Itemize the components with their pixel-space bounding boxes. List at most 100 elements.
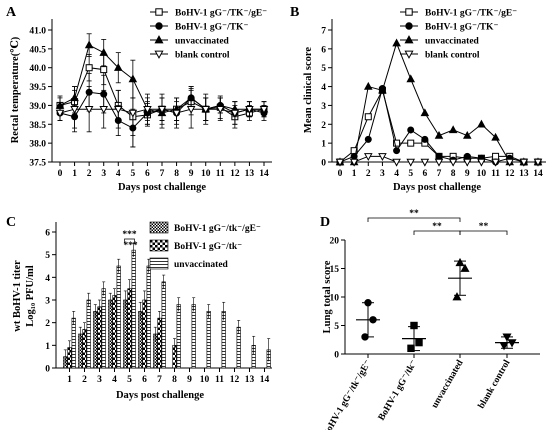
bar (71, 317, 76, 369)
panel-a-legend: BoHV-1 gG⁻/TK⁻/gE⁻ BoHV-1 gG⁻/TK⁻ unvaccin… (150, 8, 267, 61)
bar (112, 295, 117, 369)
x-tick-label: 5 (408, 169, 413, 179)
data-point (363, 153, 373, 161)
y-tick-label: 6 (45, 229, 50, 239)
significance-stars: ** (479, 222, 489, 232)
data-point (448, 158, 458, 167)
y-tick-label: 38.0 (29, 140, 46, 150)
y-tick-label: 5 (45, 251, 50, 261)
panel-c-legend: BoHV-1 gG⁻/tk⁻/gE⁻ BoHV-1 gG⁻/tk⁻ unvaccin… (149, 221, 261, 270)
x-tick-label: 12 (230, 169, 240, 179)
bar (131, 249, 136, 369)
data-point (99, 106, 109, 114)
bar (157, 317, 162, 369)
x-tick-label: 13 (519, 169, 529, 179)
significance-bracket (124, 238, 135, 243)
x-tick-label: 1 (352, 169, 357, 179)
x-tick-label: 7 (160, 169, 165, 179)
panel-c-letter: C (6, 215, 16, 230)
panel-a-x-ticks: 0 1 2 3 4 5 6 7 8 9 10 11 12 13 14 (58, 162, 269, 179)
x-tick-label: 6 (422, 169, 427, 179)
data-point (392, 38, 401, 47)
data-point (492, 152, 500, 160)
data-point (421, 135, 429, 143)
x-tick-label: 11 (215, 375, 224, 385)
x-tick-label: 3 (97, 375, 102, 385)
data-point (113, 63, 123, 71)
legend-marker (405, 8, 413, 16)
data-point (505, 158, 515, 167)
x-tick-label: blank control (477, 358, 513, 410)
x-tick-label: 8 (451, 169, 456, 179)
x-tick-label: 6 (142, 375, 147, 385)
bar (161, 281, 166, 369)
y-tick-label: 2 (45, 319, 50, 329)
legend-marker (155, 22, 163, 30)
series-3 (55, 78, 269, 148)
x-tick-label: 3 (101, 169, 106, 179)
y-tick-label: 4 (45, 274, 50, 284)
panel-c-x-axis-title: Days post challenge (116, 390, 204, 401)
bar (142, 299, 147, 369)
bar (97, 306, 102, 369)
y-tick-label: 15 (330, 265, 340, 275)
data-point (462, 158, 472, 167)
x-tick-label: 5 (130, 169, 135, 179)
panel-d-lung-score-chart: 0 5 10 15 20 ** ** ** BoHV-1 gG⁻/tk⁻/gE⁻ BoHV-1… (321, 209, 540, 430)
significance-stars: *** (122, 230, 137, 240)
panel-c-significance: ****** (122, 230, 138, 251)
bar (146, 265, 151, 369)
data-point (420, 108, 430, 117)
x-tick-label: 4 (116, 169, 121, 179)
bar (116, 265, 121, 369)
y-tick-label: 0 (321, 159, 326, 169)
data-point (462, 130, 472, 139)
data-point (455, 257, 465, 267)
x-tick-label: 1 (67, 375, 72, 385)
y-tick-label: 38.5 (29, 121, 46, 131)
data-point (55, 109, 65, 118)
y-tick-label: 1 (321, 140, 326, 150)
x-tick-label: 4 (112, 375, 117, 385)
data-point (407, 344, 415, 353)
data-point (499, 342, 509, 351)
x-tick-label: 11 (491, 169, 500, 179)
y-tick-label: 20 (330, 237, 340, 247)
data-point (378, 85, 387, 94)
panel-d-groups (356, 257, 519, 353)
data-point (100, 66, 108, 74)
x-tick-label: 12 (505, 169, 515, 179)
data-point (420, 158, 430, 167)
x-tick-label: 6 (145, 169, 150, 179)
x-tick-label: 8 (174, 169, 179, 179)
x-tick-label: 14 (260, 375, 270, 385)
x-tick-label: 5 (127, 375, 132, 385)
legend-label: BoHV-1 gG⁻/TK⁻/gE⁻ (425, 9, 517, 19)
x-tick-label: 3 (380, 169, 385, 179)
data-point (84, 106, 94, 114)
legend-label: BoHV-1 gG⁻/tk⁻/gE⁻ (174, 224, 261, 234)
legend-label: blank control (175, 51, 230, 61)
data-point (84, 40, 94, 49)
series-line (339, 88, 538, 163)
x-tick-label: 7 (157, 375, 162, 385)
y-tick-label: 3 (321, 102, 326, 112)
bar (86, 299, 91, 369)
data-point (230, 109, 240, 118)
legend-label: BoHV-1 gG⁻/TK⁻ (425, 23, 498, 33)
y-tick-label: 10 (330, 294, 340, 304)
panel-b-y-ticks: 0 1 2 3 4 5 6 7 (321, 27, 332, 169)
legend-marker (155, 8, 163, 16)
legend-label: BoHV-1 gG⁻/tk⁻ (174, 242, 242, 252)
panel-c-y-axis-title-line1: wt BoHV-1 titer (12, 260, 23, 332)
y-tick-label: 2 (321, 121, 326, 131)
data-point (507, 339, 517, 348)
series-line (340, 41, 538, 163)
x-tick-label: 0 (58, 169, 63, 179)
bar (176, 304, 181, 369)
data-point (460, 263, 470, 272)
panel-b-x-axis-title: Days post challenge (393, 182, 481, 193)
x-tick-label: 10 (477, 169, 487, 179)
